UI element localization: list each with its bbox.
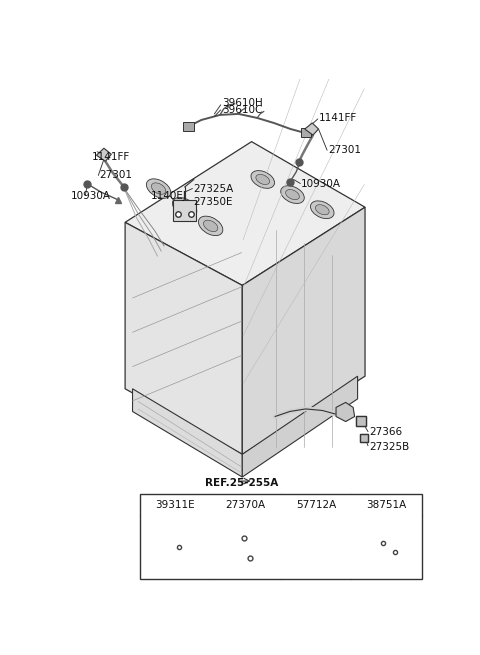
Text: 27370A: 27370A xyxy=(226,500,266,510)
Text: 27301: 27301 xyxy=(99,170,132,180)
Polygon shape xyxy=(132,389,242,477)
Text: REF.25-255A: REF.25-255A xyxy=(205,478,278,488)
Ellipse shape xyxy=(315,205,329,215)
Ellipse shape xyxy=(178,202,192,213)
Polygon shape xyxy=(125,222,242,455)
Ellipse shape xyxy=(146,179,171,198)
Polygon shape xyxy=(242,376,358,477)
Polygon shape xyxy=(96,148,111,161)
Polygon shape xyxy=(242,207,365,455)
Text: 1141FF: 1141FF xyxy=(319,113,357,123)
Ellipse shape xyxy=(311,201,334,219)
Ellipse shape xyxy=(286,189,300,200)
Ellipse shape xyxy=(204,220,218,232)
Text: 38751A: 38751A xyxy=(367,500,407,510)
Ellipse shape xyxy=(251,170,275,189)
Text: 27366: 27366 xyxy=(369,426,402,437)
Bar xyxy=(301,128,312,137)
Bar xyxy=(140,494,422,579)
Ellipse shape xyxy=(198,216,223,236)
Polygon shape xyxy=(305,123,319,135)
Ellipse shape xyxy=(151,183,166,195)
Text: 27350E: 27350E xyxy=(193,197,233,207)
Bar xyxy=(183,122,194,131)
Text: 39610H: 39610H xyxy=(222,98,263,108)
Text: 10930A: 10930A xyxy=(301,179,341,189)
Ellipse shape xyxy=(256,174,270,185)
Polygon shape xyxy=(336,402,355,422)
Text: 27325A: 27325A xyxy=(193,183,233,193)
Text: 10930A: 10930A xyxy=(71,191,111,200)
Text: 57712A: 57712A xyxy=(296,500,336,510)
Text: 27325B: 27325B xyxy=(369,441,409,452)
Bar xyxy=(173,200,196,221)
Text: 39311E: 39311E xyxy=(156,500,195,510)
Text: 39610C: 39610C xyxy=(222,105,262,115)
Polygon shape xyxy=(125,141,365,286)
Text: 1140EJ: 1140EJ xyxy=(151,191,187,200)
Ellipse shape xyxy=(172,198,197,217)
Ellipse shape xyxy=(281,186,304,204)
Text: 27301: 27301 xyxy=(328,145,361,155)
Text: 1141FF: 1141FF xyxy=(92,152,130,162)
